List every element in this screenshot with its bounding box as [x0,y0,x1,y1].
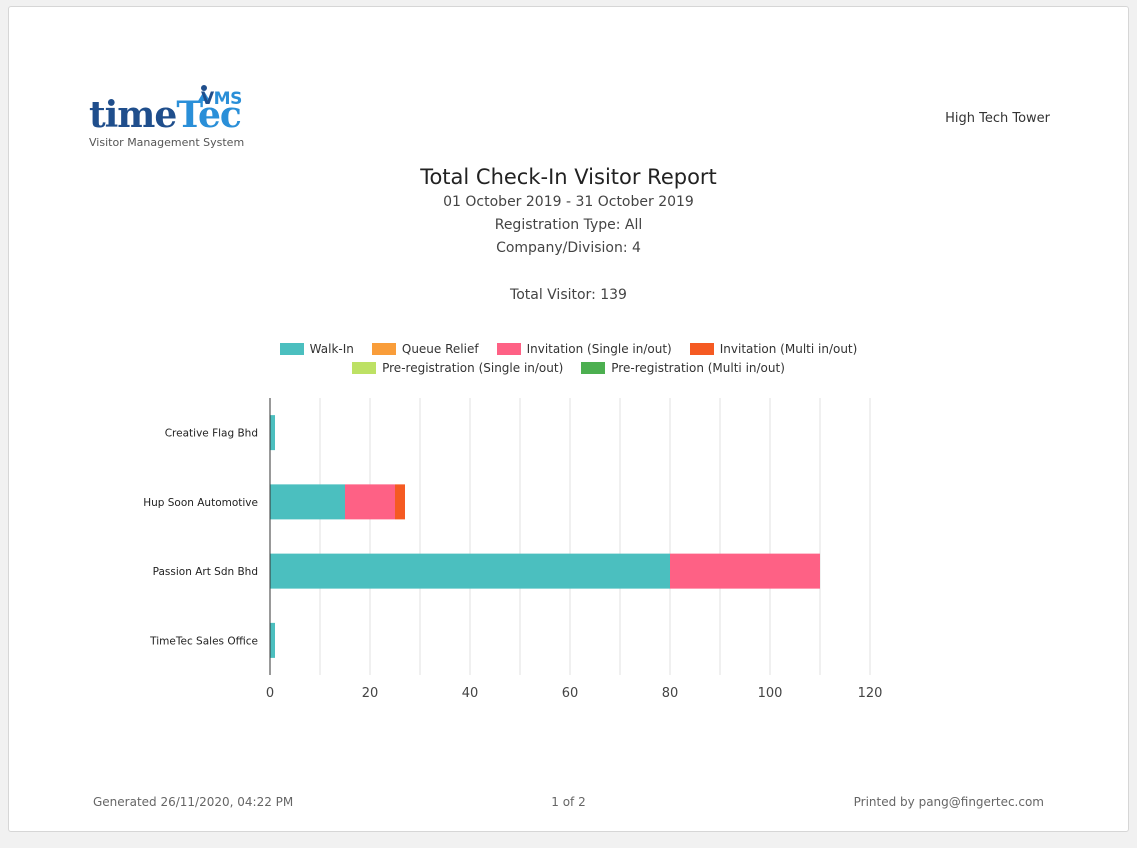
chart-legend: Walk-In Queue Relief Invitation (Single in… [9,342,1128,380]
company-division: Company/Division: 4 [496,240,641,256]
x-tick-label: 100 [758,686,783,701]
x-tick-label: 20 [362,686,379,701]
total-visitor: Total Visitor: 139 [510,287,627,303]
legend-swatch [496,343,521,355]
legend-swatch [279,343,304,355]
legend-item[interactable]: Pre-registration (Multi in/out) [581,361,785,375]
x-tick-label: 0 [266,686,274,701]
x-tick-label: 120 [858,686,883,701]
legend-label: Invitation (Single in/out) [526,342,672,356]
bar-segment [395,484,405,520]
legend-label: Walk-In [309,342,354,356]
logo-wordmark: timeTec [89,94,242,136]
generated-timestamp: Generated 26/11/2020, 04:22 PM [93,795,294,809]
bar-segment [270,622,275,658]
legend-swatch [352,362,377,374]
date-range: 01 October 2019 - 31 October 2019 [443,194,694,210]
timetec-vms-logo: timeTec VMS Visitor Management System [89,85,249,163]
logo-tagline: Visitor Management System [89,136,245,149]
bar-segment [270,553,670,589]
registration-type: Registration Type: All [494,217,643,233]
legend-label: Invitation (Multi in/out) [719,342,858,356]
bar-segment [670,553,820,589]
legend-item[interactable]: Queue Relief [371,342,479,356]
legend-label: Queue Relief [401,342,479,356]
report-header: Total Check-In Visitor Report 01 October… [9,163,1128,260]
logo-vms: VMS [201,89,242,109]
site-name: High Tech Tower [945,111,1050,126]
legend-swatch [371,343,396,355]
report-page: timeTec VMS Visitor Management System Hi… [8,6,1129,832]
legend-item[interactable]: Walk-In [279,342,354,356]
category-label: Passion Art Sdn Bhd [153,566,258,578]
legend-item[interactable]: Invitation (Single in/out) [496,342,672,356]
legend-label: Pre-registration (Single in/out) [382,361,564,375]
printed-by: Printed by pang@fingertec.com [853,795,1044,809]
bar-segment [270,415,275,451]
bar-segment [270,484,345,520]
report-title: Total Check-In Visitor Report [420,165,717,189]
category-label: Hup Soon Automotive [143,497,258,509]
person-icon [198,85,210,101]
page-number: 1 of 2 [551,795,586,809]
bar-chart: 0 20 40 60 80 100 120 Creative Flag Bhd Hup Soon… [143,398,883,701]
legend-swatch [689,343,714,355]
legend-item[interactable]: Invitation (Multi in/out) [689,342,858,356]
bar-segment [345,484,395,520]
category-label: Creative Flag Bhd [165,428,258,440]
x-tick-label: 60 [562,686,579,701]
category-label: TimeTec Sales Office [149,635,258,647]
legend-swatch [581,362,606,374]
x-tick-label: 40 [462,686,479,701]
legend-label: Pre-registration (Multi in/out) [611,361,785,375]
legend-item[interactable]: Pre-registration (Single in/out) [352,361,563,375]
x-tick-label: 80 [662,686,679,701]
